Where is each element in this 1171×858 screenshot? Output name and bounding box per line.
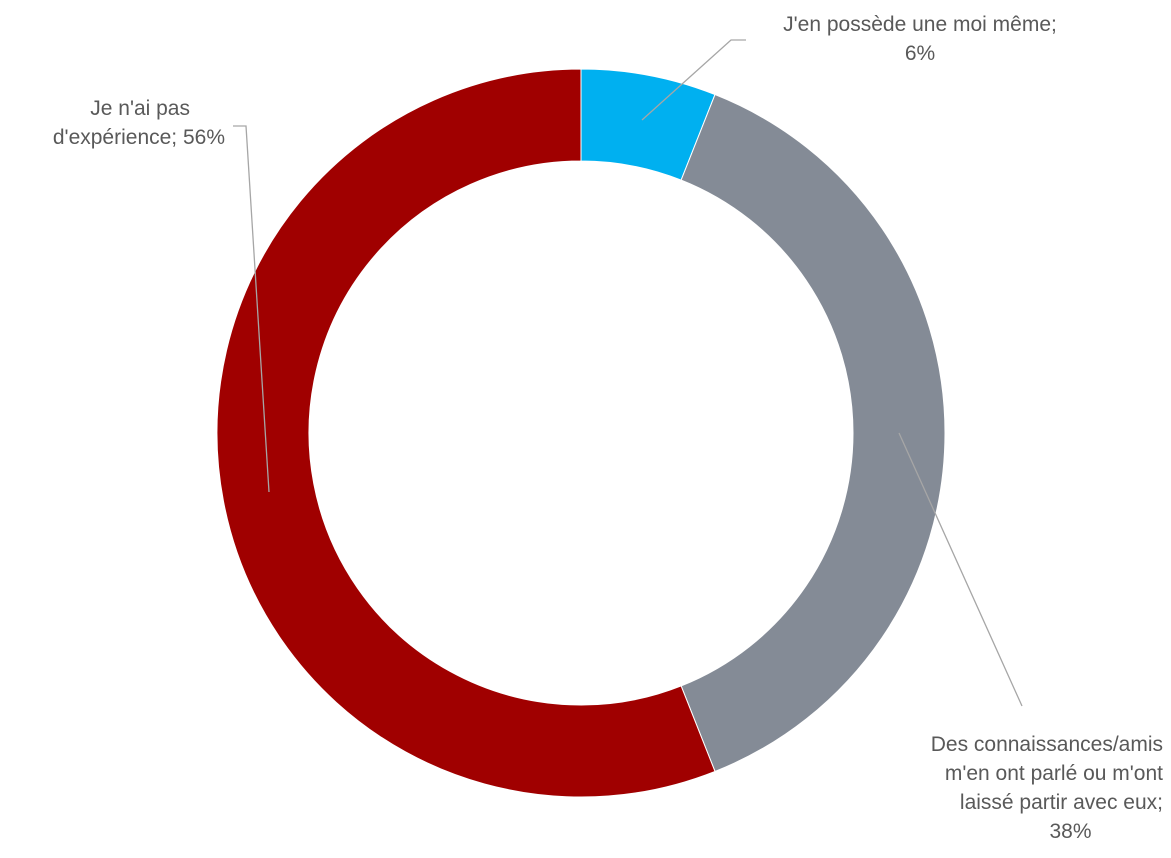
slice-label-value: 38% — [1049, 820, 1092, 843]
leader-line-pas-experience — [233, 125, 270, 493]
slice-label-line: Je n'ai pas — [90, 97, 190, 120]
slice-label-line: m'en ont parlé ou m'ont — [944, 762, 1163, 785]
slice-pas-experience — [216, 68, 716, 798]
slice-connaissances — [680, 93, 946, 773]
leader-lines — [233, 39, 1023, 707]
slice-label-line: Des connaissances/amis — [930, 733, 1163, 756]
slice-label-connaissances: Des connaissances/amis m'en ont parlé ou… — [860, 730, 1163, 846]
leader-line-possede — [641, 39, 746, 121]
slice-label-value: 6% — [904, 42, 936, 65]
slice-label-line: J'en possède une moi même; — [783, 13, 1057, 36]
slice-label-possede: J'en possède une moi même; 6% — [740, 10, 1100, 68]
slice-label-value: d'expérience; 56% — [52, 126, 225, 149]
leader-line-connaissances — [898, 432, 1023, 707]
donut-slices — [216, 68, 946, 798]
slice-label-pas-experience: Je n'ai pas d'expérience; 56% — [10, 94, 225, 152]
slice-label-line: laissé partir avec eux; — [959, 791, 1163, 814]
